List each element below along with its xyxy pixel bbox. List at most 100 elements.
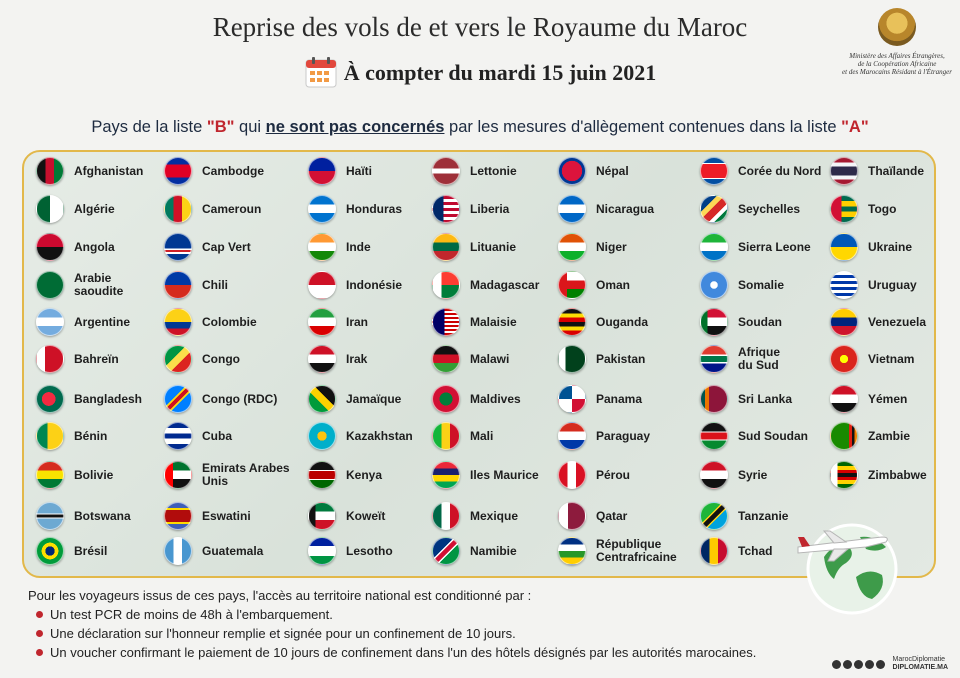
flag-icon [36, 345, 64, 373]
country-name: Corée du Nord [738, 163, 822, 178]
country-name: Pérou [596, 467, 631, 482]
country-name: République Centrafricaine [596, 537, 677, 564]
flag-icon [558, 422, 586, 450]
flag-icon [558, 308, 586, 336]
flag-icon [36, 385, 64, 413]
country-name: Vietnam [868, 351, 915, 366]
flag-icon [308, 461, 336, 489]
country-item: Jamaïque [308, 384, 401, 414]
country-item: Lettonie [432, 156, 517, 186]
country-name: Togo [868, 201, 897, 216]
flag-icon [432, 461, 460, 489]
country-name: Maldives [470, 391, 521, 406]
country-item: Bénin [36, 421, 107, 451]
flag-icon [36, 502, 64, 530]
flag-icon [308, 422, 336, 450]
country-name: Zimbabwe [868, 467, 927, 482]
country-item: Nicaragua [558, 194, 654, 224]
flag-icon [308, 308, 336, 336]
country-name: Congo [202, 351, 240, 366]
country-item: Liberia [432, 194, 509, 224]
flag-icon [558, 345, 586, 373]
flag-icon [830, 271, 858, 299]
country-item: Iran [308, 307, 368, 337]
country-name: Malawi [470, 351, 510, 366]
country-name: Inde [346, 239, 371, 254]
condition-item: Une déclaration sur l'honneur remplie et… [36, 624, 756, 643]
footer-website[interactable]: DIPLOMATIE.MA [892, 664, 948, 671]
page-title: Reprise des vols de et vers le Royaume d… [212, 12, 748, 42]
country-item: Congo [164, 344, 240, 374]
country-name: Honduras [346, 201, 403, 216]
flag-icon [558, 233, 586, 261]
flag-icon [700, 422, 728, 450]
twitter-icon[interactable] [842, 659, 852, 669]
list-b-label: "B" [206, 118, 235, 136]
country-item: Somalie [700, 270, 784, 300]
country-item: Angola [36, 232, 115, 262]
flag-icon [830, 308, 858, 336]
flag-icon [36, 422, 64, 450]
country-name: Liberia [470, 201, 510, 216]
country-item: Zambie [830, 421, 910, 451]
country-name: Lituanie [470, 239, 517, 254]
country-name: Algérie [74, 201, 115, 216]
footer-handle: MarocDiplomatie [892, 656, 946, 663]
country-item: Indonésie [308, 270, 402, 300]
flag-icon [432, 385, 460, 413]
country-item: Congo (RDC) [164, 384, 277, 414]
country-name: Somalie [738, 277, 785, 292]
flag-icon [164, 345, 192, 373]
country-item: Botswana [36, 501, 131, 531]
country-name: Lettonie [470, 163, 517, 178]
flag-icon [308, 271, 336, 299]
country-name: Arabie saoudite [74, 271, 124, 298]
flag-icon [164, 195, 192, 223]
flag-icon [308, 195, 336, 223]
linkedin-icon[interactable] [875, 659, 885, 669]
intro-text: Pays de la liste "B" qui ne sont pas con… [0, 118, 960, 137]
country-item: Haïti [308, 156, 372, 186]
flag-icon [700, 233, 728, 261]
country-item: Panama [558, 384, 642, 414]
flag-icon [700, 461, 728, 489]
country-name: Indonésie [346, 277, 403, 292]
country-name: Népal [596, 163, 629, 178]
flag-icon [558, 461, 586, 489]
country-item: Lesotho [308, 536, 393, 566]
country-name: Venezuela [868, 314, 927, 329]
country-name: Uruguay [868, 277, 917, 292]
flag-icon [308, 233, 336, 261]
country-name: Soudan [738, 314, 782, 329]
country-name: Sri Lanka [738, 391, 793, 406]
youtube-icon[interactable] [853, 659, 863, 669]
flag-icon [164, 308, 192, 336]
country-name: Tanzanie [738, 508, 789, 523]
country-name: Sierra Leone [738, 239, 811, 254]
flag-icon [432, 271, 460, 299]
country-name: Paraguay [596, 428, 651, 443]
country-name: Chili [202, 277, 228, 292]
ministry-line-3: et des Marocains Résidant à l'Étranger [842, 68, 952, 76]
list-a-label: "A" [841, 118, 869, 136]
conditions-intro: Pour les voyageurs issus de ces pays, l'… [28, 588, 532, 603]
flag-icon [830, 195, 858, 223]
country-item: Syrie [700, 460, 767, 490]
country-item: Kazakhstan [308, 421, 413, 451]
facebook-icon[interactable] [831, 659, 841, 669]
country-item: Eswatini [164, 501, 251, 531]
flag-icon [164, 502, 192, 530]
country-item: Venezuela [830, 307, 926, 337]
flag-icon [308, 537, 336, 565]
flag-icon [308, 345, 336, 373]
flag-icon [558, 195, 586, 223]
instagram-icon[interactable] [864, 659, 874, 669]
country-item: Argentine [36, 307, 130, 337]
flag-icon [164, 385, 192, 413]
flag-icon [164, 422, 192, 450]
country-item: Tchad [700, 536, 772, 566]
flag-icon [164, 537, 192, 565]
intro-emphasis: ne sont pas concernés [265, 118, 445, 136]
country-item: Mali [432, 421, 493, 451]
country-name: Bénin [74, 428, 108, 443]
